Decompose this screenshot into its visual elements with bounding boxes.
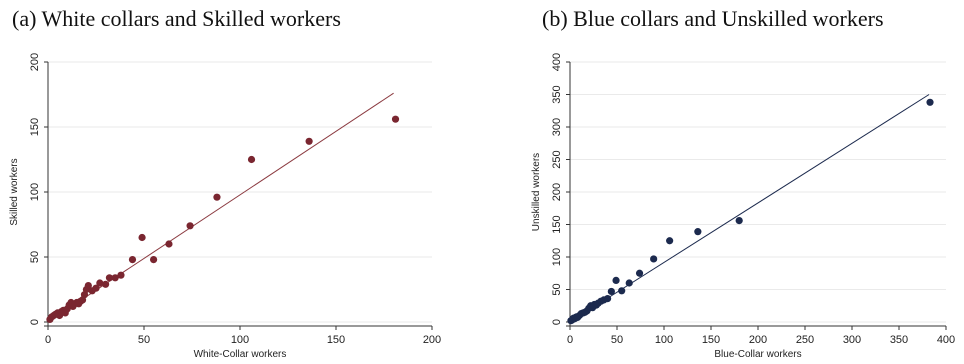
y-tick-label: 150 — [29, 118, 41, 136]
y-tick-label: 150 — [551, 215, 563, 233]
data-point — [96, 279, 104, 287]
data-point — [150, 256, 158, 264]
x-tick-label: 150 — [327, 334, 345, 346]
x-tick-label: 250 — [796, 334, 814, 346]
y-tick-label: 0 — [29, 319, 41, 325]
data-point — [105, 274, 114, 282]
y-tick-label: 250 — [551, 150, 563, 168]
data-point — [625, 279, 633, 287]
x-tick-label: 400 — [937, 334, 955, 346]
y-tick-label: 350 — [551, 85, 563, 103]
x-tick-label: 350 — [890, 334, 908, 346]
data-point — [84, 282, 92, 290]
panel-b-title: (b) Blue collars and Unskilled workers — [542, 6, 884, 31]
y-tick-label: 50 — [551, 283, 563, 295]
chart-panel-a: 0 50 100 150 200 0 50 100 150 200 White-Collar wor… — [9, 53, 441, 360]
y-tick-label: 200 — [551, 183, 563, 201]
data-point — [666, 237, 674, 245]
data-point — [138, 233, 146, 242]
data-point — [102, 280, 110, 288]
data-point — [128, 256, 137, 264]
data-point — [650, 255, 658, 263]
data-point — [618, 287, 626, 295]
y-tick-label: 50 — [29, 251, 41, 263]
data-point — [165, 240, 173, 248]
x-axis-label: Blue-Collar workers — [714, 349, 801, 360]
data-point — [213, 193, 221, 201]
x-tick-label: 200 — [749, 334, 767, 346]
x-tick-label: 50 — [611, 334, 623, 346]
y-axis-label: Unskilled workers — [531, 153, 542, 231]
x-tick-label: 0 — [567, 334, 573, 346]
x-tick-label: 0 — [45, 334, 51, 346]
data-point — [926, 98, 934, 106]
y-tick-label: 300 — [551, 118, 563, 136]
fit-line — [569, 94, 930, 323]
data-point — [635, 269, 644, 277]
data-point — [247, 155, 256, 164]
data-point — [735, 217, 743, 225]
x-tick-label: 150 — [702, 334, 720, 346]
data-point — [117, 271, 125, 279]
data-point — [694, 228, 702, 236]
y-axis-label: Skilled workers — [9, 158, 20, 225]
x-tick-label: 300 — [843, 334, 861, 346]
data-point — [111, 274, 119, 282]
chart-panel-b: 0 50 100 150 200 250 300 350 400 0 50 100 150 200 250 3… — [531, 53, 955, 360]
x-tick-label: 100 — [231, 334, 249, 346]
x-tick-label: 50 — [138, 334, 150, 346]
fit-line — [47, 92, 394, 323]
data-point — [92, 284, 100, 292]
x-axis-label: White-Collar workers — [194, 349, 287, 360]
data-point — [305, 137, 313, 145]
data-point — [391, 115, 400, 123]
panel-a-title: (a) White collars and Skilled workers — [12, 6, 341, 31]
y-tick-label: 0 — [551, 319, 563, 325]
y-tick-label: 100 — [551, 248, 563, 266]
y-tick-label: 400 — [551, 53, 563, 71]
data-point — [607, 287, 615, 296]
y-tick-label: 100 — [29, 183, 41, 201]
data-point — [612, 276, 620, 284]
x-tick-label: 200 — [423, 334, 441, 346]
x-tick-label: 100 — [655, 334, 673, 346]
y-tick-label: 200 — [29, 53, 41, 71]
data-point — [186, 222, 194, 230]
data-point — [604, 295, 612, 303]
